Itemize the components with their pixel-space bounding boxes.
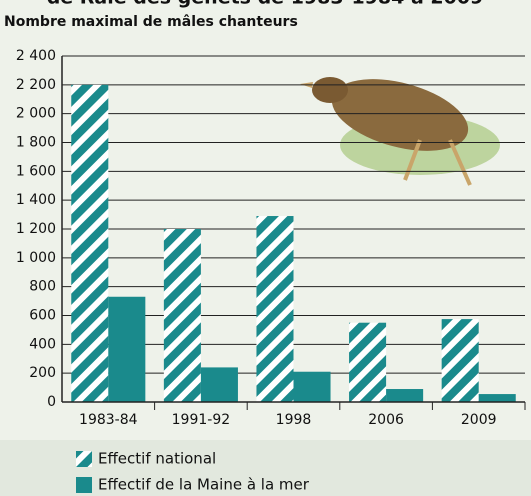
legend-swatch [76, 451, 92, 467]
x-tick-label: 1983-84 [79, 412, 138, 428]
bar [201, 367, 238, 402]
bar [294, 372, 331, 402]
bar [386, 389, 423, 402]
bar [349, 323, 386, 402]
chart-title: de Râle des genêts de 1983-1984 à 2009 [47, 0, 484, 9]
legend-text: Effectif national [98, 450, 216, 468]
y-tick-label: 2 200 [16, 77, 56, 93]
y-tick-label: 1 000 [16, 250, 56, 266]
y-tick-label: 1 600 [16, 163, 56, 179]
bar [256, 216, 293, 402]
bar [164, 229, 201, 402]
bar [71, 85, 108, 402]
y-tick-label: 1 800 [16, 135, 56, 151]
y-tick-label: 400 [29, 336, 56, 352]
x-tick-label: 1991-92 [172, 412, 231, 428]
x-tick-label: 1998 [276, 412, 312, 428]
bird-illustration [300, 66, 500, 185]
y-tick-label: 1 200 [16, 221, 56, 237]
y-tick-label: 1 400 [16, 192, 56, 208]
x-tick-label: 2009 [461, 412, 497, 428]
bar [442, 319, 479, 402]
y-tick-label: 0 [47, 394, 56, 410]
y-tick-label: 600 [29, 308, 56, 324]
bar [108, 297, 145, 402]
y-tick-label: 800 [29, 279, 56, 295]
legend-text: Effectif de la Maine à la mer [98, 476, 310, 494]
y-tick-label: 2 000 [16, 106, 56, 122]
chart: de Râle des genêts de 1983-1984 à 2009 N… [0, 0, 531, 496]
y-tick-label: 200 [29, 365, 56, 381]
y-axis-title: Nombre maximal de mâles chanteurs [4, 14, 298, 30]
legend-swatch [76, 477, 92, 493]
bar [479, 394, 516, 402]
x-tick-label: 2006 [368, 412, 404, 428]
y-tick-label: 2 400 [16, 48, 56, 64]
